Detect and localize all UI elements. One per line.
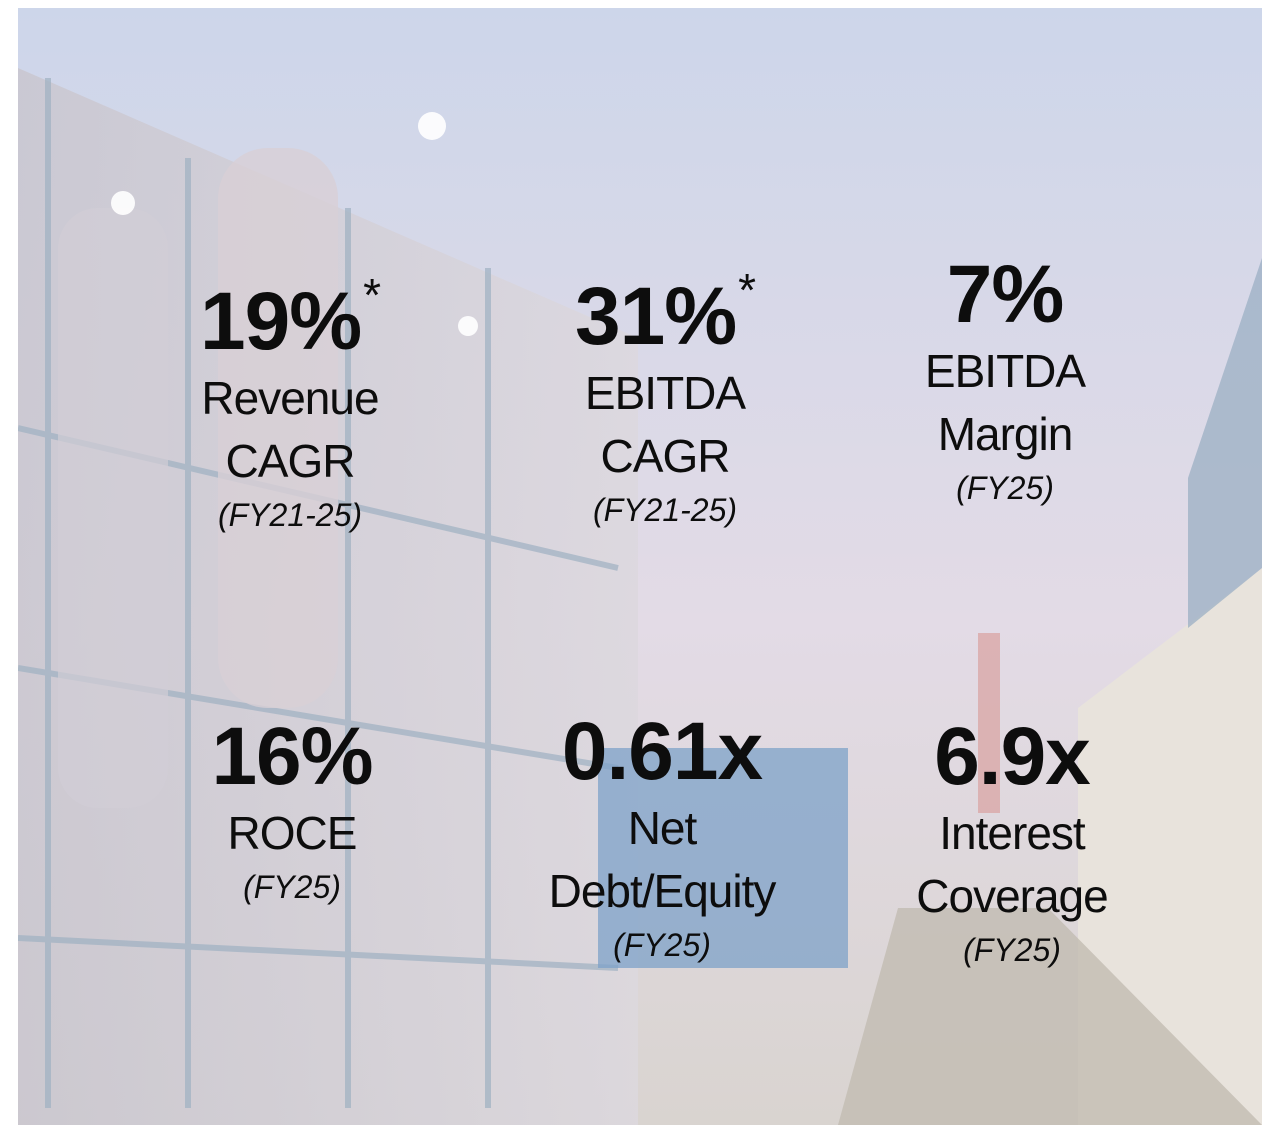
- metric-label: ROCE: [82, 802, 502, 865]
- metric-number: 31%: [575, 271, 736, 362]
- metric-label: Coverage: [802, 865, 1222, 928]
- metric-period: (FY25): [82, 865, 502, 909]
- metric-label: Interest: [802, 802, 1222, 865]
- page: 19%*RevenueCAGR(FY21-25)31%*EBITDACAGR(F…: [0, 0, 1262, 1131]
- footnote-marker: *: [738, 264, 755, 316]
- metric-number: 16%: [211, 711, 372, 802]
- metric-period: (FY25): [802, 928, 1222, 972]
- metric-period: (FY25): [795, 466, 1215, 510]
- metric-period: (FY21-25): [80, 493, 500, 537]
- metric-label: Revenue: [80, 367, 500, 430]
- footnote-marker: *: [363, 269, 380, 321]
- metric-number: 19%: [200, 276, 361, 367]
- metric-number: 0.61x: [562, 706, 762, 797]
- metric-card: 16%ROCE(FY25): [82, 712, 502, 909]
- metric-label: Margin: [795, 403, 1215, 466]
- metric-value: 19%*: [80, 250, 500, 367]
- metric-value: 16%: [82, 712, 502, 802]
- metric-number: 6.9x: [934, 711, 1090, 802]
- metric-label: CAGR: [80, 430, 500, 493]
- metric-label: EBITDA: [795, 340, 1215, 403]
- metric-number: 7%: [947, 249, 1064, 340]
- metric-value: 7%: [795, 250, 1215, 340]
- metric-value: 6.9x: [802, 712, 1222, 802]
